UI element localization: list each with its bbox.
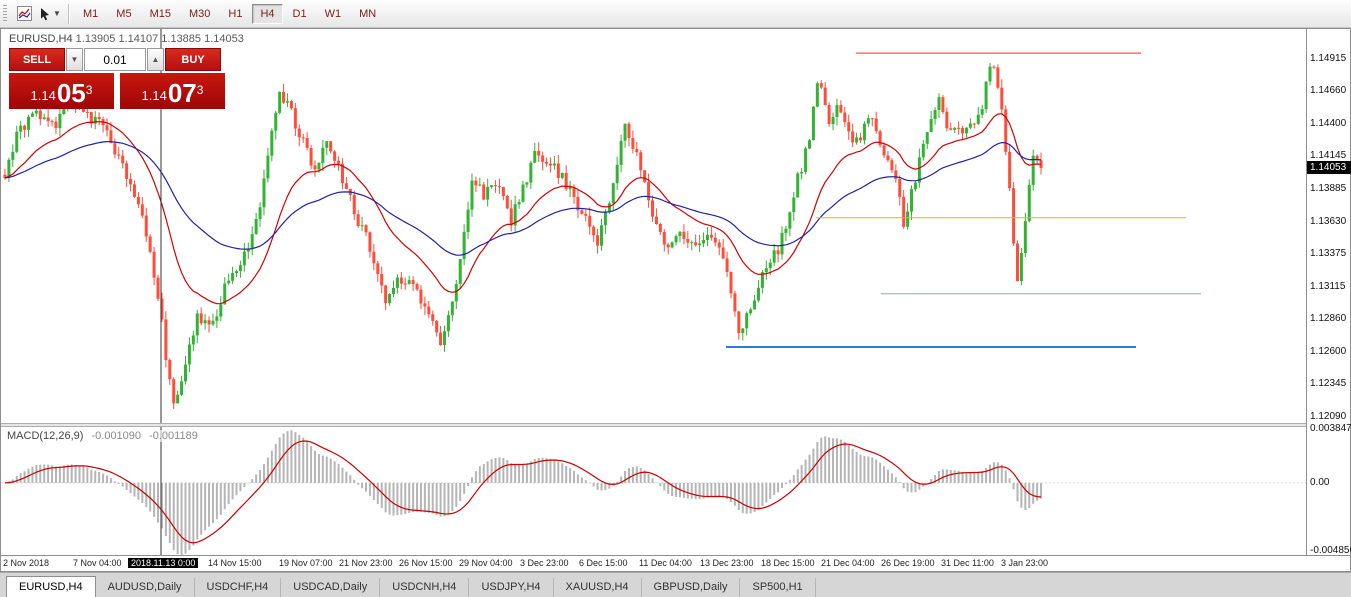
tab-sp500-h1[interactable]: SP500,H1: [740, 578, 816, 597]
tab-usdchf-h4[interactable]: USDCHF,H4: [195, 578, 282, 597]
tab-gbpusd-daily[interactable]: GBPUSD,Daily: [642, 578, 741, 597]
price-axis-label: 1.14145: [1310, 150, 1347, 162]
tab-usdjpy-h4[interactable]: USDJPY,H4: [469, 578, 554, 597]
time-axis-label: 7 Nov 04:00: [73, 558, 122, 568]
timeframe-d1[interactable]: D1: [292, 7, 307, 20]
time-axis-label: 31 Dec 11:00: [941, 558, 994, 568]
toolbar-separator: [68, 3, 69, 24]
price-axis-label: 1.12345: [1310, 378, 1347, 390]
current-price-badge: 1.14053: [1307, 160, 1351, 174]
time-axis: 2 Nov 2018 7 Nov 04:00 2018.11.13 0:00 14 N…: [1, 555, 1350, 571]
time-axis-label: 13 Dec 23:00: [700, 558, 754, 568]
macd-axis: 0.003847 0.00 -0.004856: [1307, 423, 1351, 556]
chart-title: EURUSD,H4 1.13905 1.14107 1.13885 1.1405…: [9, 33, 244, 45]
price-axis-label: 1.12860: [1310, 313, 1347, 325]
timeframe-h1[interactable]: H1: [228, 7, 243, 20]
macd-axis-label: -0.004856: [1310, 545, 1351, 556]
price-axis-label: 1.13885: [1310, 183, 1347, 195]
macd-main-value: -0.001090: [91, 430, 142, 442]
volume-input[interactable]: [84, 48, 146, 71]
tab-eurusd-h4[interactable]: EURUSD,H4: [6, 576, 96, 597]
time-axis-label: 19 Nov 07:00: [279, 558, 333, 568]
buy-button[interactable]: BUY: [165, 48, 221, 71]
tab-audusd-daily[interactable]: AUDUSD,Daily: [96, 578, 195, 597]
macd-panel[interactable]: MACD(12,26,9) -0.001090 -0.001189: [1, 427, 1306, 555]
sell-price-prefix: 1.14: [30, 88, 56, 103]
time-axis-label: 14 Nov 15:00: [208, 558, 262, 568]
main-chart-svg[interactable]: [1, 29, 1306, 423]
panel-divider[interactable]: [1, 423, 1350, 427]
cursor-arrow-icon: [41, 7, 50, 20]
time-axis-label: 18 Dec 15:00: [761, 558, 815, 568]
macd-signal-value: -0.001189: [149, 430, 198, 442]
macd-label: MACD(12,26,9) -0.001090 -0.001189: [7, 430, 198, 442]
timeframe-w1[interactable]: W1: [324, 7, 342, 20]
chart-window-icon[interactable]: [12, 2, 36, 26]
price-axis-label: 1.14400: [1310, 118, 1347, 130]
chart-window: EURUSD,H4 1.13905 1.14107 1.13885 1.1405…: [0, 28, 1351, 572]
tab-usdcad-daily[interactable]: USDCAD,Daily: [281, 578, 381, 597]
time-axis-label: 3 Dec 23:00: [520, 558, 569, 568]
chart-tabs: EURUSD,H4 AUDUSD,Daily USDCHF,H4 USDCAD,Dai…: [0, 572, 1351, 597]
time-axis-label: 3 Jan 23:00: [1001, 558, 1049, 568]
time-axis-label: 2 Nov 2018: [3, 558, 50, 568]
time-axis-label: 29 Nov 04:00: [459, 558, 513, 568]
timeframe-m30[interactable]: M30: [188, 7, 211, 20]
price-axis-label: 1.13375: [1310, 247, 1347, 259]
toolbar-drag-handle[interactable]: [3, 4, 7, 23]
time-axis-selected-date: 2018.11.13 0:00: [128, 558, 199, 568]
timeframe-mn[interactable]: MN: [359, 7, 377, 20]
sell-price-display[interactable]: 1.14 05 3: [9, 73, 114, 109]
time-axis-label: 6 Dec 15:00: [579, 558, 628, 568]
price-axis-label: 1.13630: [1310, 215, 1347, 227]
macd-axis-label: 0.00: [1310, 476, 1330, 488]
timeframe-m5[interactable]: M5: [116, 7, 132, 20]
price-axis-label: 1.14660: [1310, 85, 1347, 97]
one-click-top-row: SELL ▼ ▲ BUY: [9, 48, 225, 71]
mini-chart-icon: [16, 6, 32, 21]
triangle-up-icon: ▲: [151, 55, 160, 64]
triangle-down-icon: ▼: [70, 55, 79, 64]
price-axis-label: 1.12090: [1310, 410, 1347, 422]
price-axis-label: 1.13115: [1310, 280, 1346, 292]
axis-column: 1.14053 1.14915 1.14660 1.14400 1.14145 1.13…: [1306, 29, 1351, 571]
toolbar: ▼ M1 M5 M15 M30 H1 H4 D1 W1 MN: [0, 0, 1351, 28]
symbol-period-label: EURUSD,H4: [9, 33, 73, 45]
time-axis-label: 26 Dec 19:00: [881, 558, 935, 568]
ohlc-values: 1.13905 1.14107 1.13885 1.14053: [75, 33, 244, 45]
timeframe-h4[interactable]: H4: [252, 3, 283, 24]
chevron-down-icon: ▼: [53, 9, 61, 18]
volume-decrease-button[interactable]: ▼: [66, 48, 83, 71]
one-click-price-row: 1.14 05 3 1.14 07 3: [9, 73, 225, 109]
sell-price-pips: 05: [56, 78, 86, 108]
volume-increase-button[interactable]: ▲: [147, 48, 164, 71]
macd-chart-svg[interactable]: [1, 427, 1306, 555]
main-price-panel[interactable]: EURUSD,H4 1.13905 1.14107 1.13885 1.1405…: [1, 29, 1306, 423]
timeframe-buttons: M1 M5 M15 M30 H1 H4 D1 W1 MN: [74, 3, 385, 24]
tab-usdcnh-h4[interactable]: USDCNH,H4: [380, 578, 470, 597]
buy-price-display[interactable]: 1.14 07 3: [120, 73, 225, 109]
price-axis-label: 1.14915: [1310, 52, 1347, 64]
time-axis-label: 11 Dec 04:00: [639, 558, 692, 568]
timeframe-m15[interactable]: M15: [149, 7, 171, 20]
price-axis-label: 1.12600: [1310, 346, 1347, 358]
macd-axis-label: 0.003847: [1310, 423, 1351, 434]
macd-name: MACD(12,26,9): [7, 430, 84, 442]
buy-price-point: 3: [196, 83, 204, 97]
price-axis: 1.14053 1.14915 1.14660 1.14400 1.14145 1.13…: [1307, 29, 1351, 423]
cursor-tool-button[interactable]: ▼: [38, 2, 62, 26]
sell-price-point: 3: [85, 83, 93, 97]
buy-price-prefix: 1.14: [141, 88, 167, 103]
time-axis-label: 21 Dec 04:00: [821, 558, 875, 568]
time-axis-label: 26 Nov 15:00: [399, 558, 453, 568]
buy-price-pips: 07: [167, 78, 197, 108]
sell-button[interactable]: SELL: [9, 48, 65, 71]
timeframe-m1[interactable]: M1: [83, 7, 99, 20]
tab-xauusd-h4[interactable]: XAUUSD,H4: [554, 578, 642, 597]
time-axis-label: 21 Nov 23:00: [339, 558, 393, 568]
